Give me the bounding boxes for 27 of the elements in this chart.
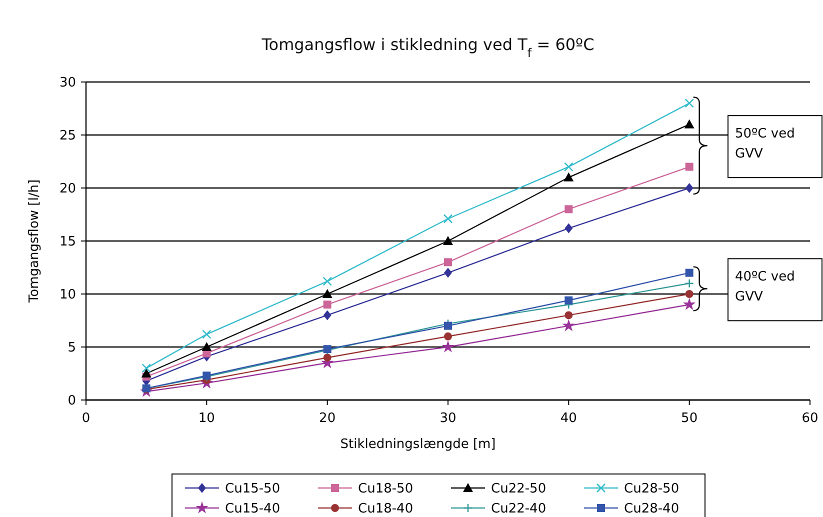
legend-label: Cu15-50 (225, 482, 280, 497)
y-axis-title: Tomgangsflow [l/h] (27, 179, 42, 304)
x-tick-label: 20 (319, 411, 336, 426)
legend-label: Cu28-40 (624, 502, 680, 517)
y-tick-label: 20 (59, 182, 76, 197)
x-tick-label: 50 (681, 411, 698, 426)
x-tick-label: 0 (82, 411, 90, 426)
legend-label: Cu28-50 (624, 482, 680, 497)
legend-label: Cu15-40 (225, 502, 280, 517)
y-tick-label: 30 (59, 76, 76, 91)
x-tick-label: 60 (802, 411, 818, 426)
legend-label: Cu18-50 (358, 482, 414, 497)
x-tick-label: 30 (440, 411, 456, 426)
y-tick-label: 0 (68, 394, 76, 409)
x-tick-label: 40 (560, 411, 577, 426)
annotation: 40ºC ved GVV (735, 270, 795, 305)
y-tick-label: 15 (59, 234, 76, 250)
y-tick-label: 25 (59, 128, 76, 144)
x-tick-label: 10 (198, 411, 215, 426)
y-tick-label: 10 (59, 288, 76, 303)
legend-label: Cu22-40 (491, 502, 546, 517)
legend-label: Cu18-40 (358, 502, 414, 517)
chart-title: Tomgangsflow i stikledning ved T$_{f}$ = 60ºC (260, 35, 594, 60)
y-tick-label: 5 (68, 340, 76, 356)
x-axis-title: Stikledningslængde [m] (340, 437, 496, 452)
annotation: 50ºC ved GVV (735, 126, 795, 162)
legend-label: Cu22-50 (491, 482, 546, 497)
